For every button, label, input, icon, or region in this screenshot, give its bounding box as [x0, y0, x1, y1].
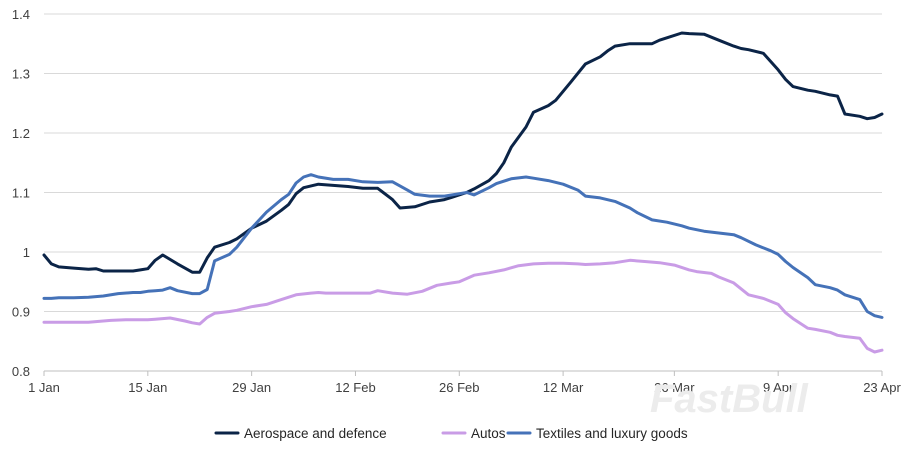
- legend-label: Autos: [471, 426, 506, 441]
- y-tick-label: 1.2: [12, 126, 30, 141]
- y-tick-label: 1.3: [12, 67, 30, 82]
- x-tick-label: 15 Jan: [128, 380, 167, 395]
- y-axis-ticks: 0.8 0.9 1 1.1 1.2 1.3 1.4: [12, 7, 30, 379]
- series-lines: [42, 31, 884, 354]
- series-line-aerospace-and-defence: [42, 31, 884, 274]
- legend: Aerospace and defence Autos Textiles and l…: [214, 426, 688, 441]
- x-tick-label: 23 Apr: [863, 380, 901, 395]
- y-tick-label: 1.4: [12, 7, 30, 22]
- y-tick-label: 0.9: [12, 305, 30, 320]
- series-line-textiles-and-luxury-goods: [42, 173, 884, 319]
- y-tick-label: 1.1: [12, 186, 30, 201]
- x-tick-label: 12 Mar: [543, 380, 584, 395]
- y-tick-label: 0.8: [12, 364, 30, 379]
- x-tick-label: 26 Mar: [654, 380, 695, 395]
- y-tick-label: 1: [23, 245, 30, 260]
- x-tick-label: 1 Jan: [28, 380, 60, 395]
- x-tick-label: 26 Feb: [439, 380, 479, 395]
- legend-label: Textiles and luxury goods: [536, 426, 688, 441]
- x-tick-label: 9 Apr: [763, 380, 794, 395]
- x-tick-label: 29 Jan: [232, 380, 271, 395]
- legend-label: Aerospace and defence: [244, 426, 387, 441]
- series-line-autos: [42, 258, 884, 354]
- watermark-text: FastBull: [650, 377, 809, 421]
- x-tick-label: 12 Feb: [335, 380, 375, 395]
- x-axis-ticks: 1 Jan 15 Jan 29 Jan 12 Feb 26 Feb 12 Mar 26 Ma…: [28, 371, 901, 395]
- gridlines: [44, 13, 882, 372]
